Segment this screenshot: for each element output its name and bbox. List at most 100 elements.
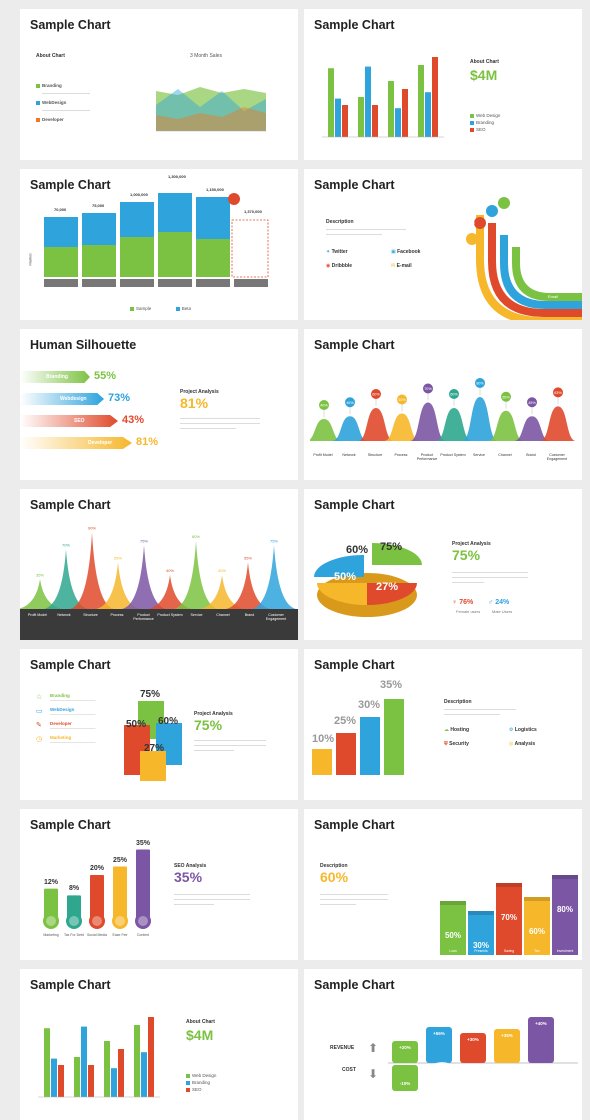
- email-icon: ✉: [391, 263, 396, 269]
- legend-swatch: [470, 127, 474, 132]
- category-label: Structure: [367, 453, 383, 457]
- lollipop-category: Tax For Debt: [63, 933, 85, 937]
- monitor-icon: ▭: [36, 708, 43, 715]
- slide-arrows[interactable]: Human Silhouette Branding 55% Webdesign 73%…: [20, 329, 298, 480]
- category-label: Product Performance: [133, 613, 154, 621]
- lollipop-value: 12%: [43, 878, 58, 886]
- step-label: 10%: [312, 733, 335, 745]
- chart-title: 3 Month Sales: [190, 53, 222, 59]
- lollipop-labels: 12% Marketing 8% Tax For Debt 20% Social Medi…: [38, 840, 158, 955]
- peak: [226, 562, 270, 609]
- slide-lollipop[interactable]: Sample Chart 12% Marketing 8% Tax For Debt 2…: [20, 809, 298, 960]
- slide-stacked-chart[interactable]: Sample Chart Market 70,000 75,000 1,000,00…: [20, 169, 298, 320]
- slide-pie[interactable]: Sample Chart 60% 75% 50% 27% Project Ana…: [304, 489, 582, 640]
- icon-bar-chart: [440, 875, 578, 955]
- analysis-heading: Project Analysis: [180, 389, 219, 395]
- bell-curve: [488, 410, 524, 441]
- slide-bar-chart[interactable]: Sample Chart About Chart $4M Web Design …: [304, 9, 582, 160]
- peak: [148, 575, 192, 609]
- bar: [402, 89, 408, 137]
- item-text: —————————————: [50, 740, 96, 744]
- slide-bell-curves[interactable]: Sample Chart 40% 45% 60% 50% 70% 60% 80% 55% 45%…: [304, 329, 582, 480]
- item-label: Marketing: [50, 735, 72, 740]
- category-label: Brand: [526, 453, 536, 457]
- facebook-icon: ▣: [391, 249, 396, 255]
- category-label: Process: [394, 453, 408, 457]
- value-label: 80%: [476, 382, 484, 386]
- step-label: 35%: [380, 679, 403, 691]
- description-heading: Description: [320, 863, 348, 869]
- category-label: Product Performance: [416, 453, 438, 461]
- step-bar: [312, 749, 332, 775]
- watermark-logo-icon: [424, 1062, 460, 1098]
- item-label: Analysis: [514, 741, 536, 747]
- value-label: 75%: [140, 538, 148, 543]
- legend: Web Design Branding SEO: [186, 1073, 216, 1094]
- bubble-label: 65%: [487, 192, 496, 197]
- slide-title: Sample Chart: [30, 818, 111, 832]
- stat-value: 76%: [459, 599, 474, 606]
- pie-label: 75%: [380, 541, 403, 553]
- lollipop-chart: [43, 849, 151, 929]
- legend: Sample Beta: [130, 297, 191, 315]
- revenue-bar: [494, 1029, 520, 1063]
- legend-label: Branding: [192, 1080, 211, 1085]
- peak: [122, 545, 166, 609]
- category-bar: [20, 609, 298, 640]
- slide-cubes[interactable]: Sample Chart ☆ Branding ————————————— ▭ WebD…: [20, 649, 298, 800]
- lollipop-icon: [115, 916, 125, 926]
- stat-label: Female users: [456, 609, 481, 614]
- slide-curved-bands[interactable]: Sample Chart Description ———————————————…: [304, 169, 582, 320]
- cost-bar: [392, 1065, 418, 1091]
- pie-chart: [314, 543, 422, 617]
- female-stat: ♀ 76%: [452, 599, 474, 606]
- slide-title: Sample Chart: [314, 338, 395, 352]
- revenue-bar: [426, 1027, 452, 1063]
- lollipop-head: [89, 913, 105, 929]
- slide-step-bars[interactable]: Sample Chart 10% 25% 30% 35% Description…: [304, 649, 582, 800]
- area-series-branding: [156, 87, 266, 131]
- lollipop-value: 25%: [112, 856, 127, 864]
- bubble-label: 75%: [499, 184, 508, 189]
- value-label: 75%: [270, 538, 278, 543]
- about-heading: About Chart: [470, 59, 499, 65]
- slide-title: Human Silhouette: [30, 338, 137, 352]
- logistics-icon: ⚙: [509, 727, 514, 733]
- revenue-value: +40%: [535, 1021, 547, 1026]
- slide-bar-chart-2[interactable]: Sample Chart About Chart $4M Web Design …: [20, 969, 298, 1120]
- value-label: 40%: [166, 568, 174, 573]
- value-bubble: [423, 383, 433, 394]
- bar-cap: [552, 875, 578, 879]
- legend-label: Web Design: [476, 113, 501, 118]
- value-label: 70%: [424, 387, 432, 391]
- value-bubble: [397, 394, 407, 405]
- category-label: Structure: [83, 613, 98, 617]
- curved-band-chart: [466, 197, 582, 320]
- value-label: 60%: [450, 393, 458, 397]
- value-bubble: [475, 378, 485, 388]
- lollipop-icon: [69, 916, 79, 926]
- area-series-developer: [156, 107, 266, 131]
- legend-label: WebDesign: [42, 100, 67, 105]
- analysis-heading: Project Analysis: [194, 711, 233, 717]
- bar-name: Presents: [474, 949, 488, 953]
- slide-peaks[interactable]: Sample Chart 35% 70% 90% 55% 75% 40% 80% 40% 55%…: [20, 489, 298, 640]
- top-label: 70,000: [54, 207, 67, 212]
- legend: Branding ———————————— WebDesign ————————…: [36, 83, 126, 124]
- description-heading: Description: [444, 699, 472, 705]
- step-label: 25%: [334, 715, 357, 727]
- bar: [328, 68, 334, 137]
- bubble-label: 45%: [467, 220, 476, 225]
- bubble: [498, 197, 510, 209]
- stack-segment: [82, 245, 116, 277]
- top-label: 1,300,000: [168, 174, 186, 179]
- lollipop-icon: [92, 916, 102, 926]
- band-label: Twitter: [548, 270, 560, 275]
- slide-icon-bars[interactable]: Sample Chart Description 60% ———————————…: [304, 809, 582, 960]
- about-heading: About Chart: [36, 53, 65, 59]
- category-label: Customer Engagement: [265, 613, 287, 621]
- year-band: [196, 279, 230, 287]
- slide-title: Sample Chart: [314, 498, 395, 512]
- value-label: 55%: [502, 395, 510, 399]
- slide-area-chart[interactable]: Sample Chart About Chart Branding ——————…: [20, 9, 298, 160]
